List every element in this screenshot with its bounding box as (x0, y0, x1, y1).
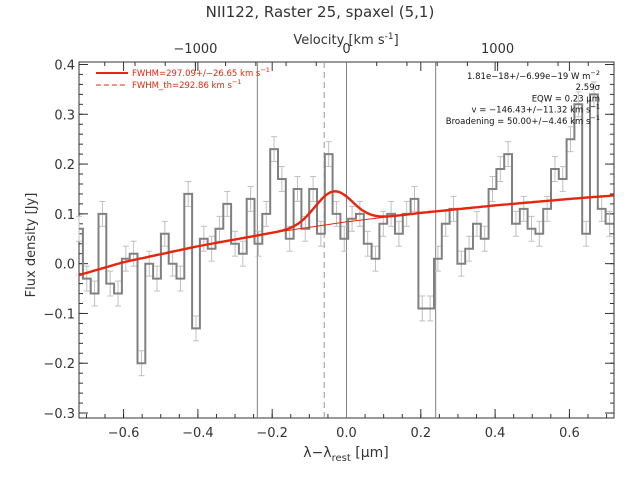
legend-sup: −1 (232, 78, 242, 86)
x-tick-label: 0.4 (485, 426, 506, 441)
annotation-text: 1.81e−18+/−6.99e−19 W m (467, 72, 590, 82)
top-axis-label-sup: -1 (385, 32, 394, 42)
y-tick-label: 0.4 (54, 58, 75, 73)
top-tick-label: −1000 (173, 42, 217, 57)
annotation: EQW = 0.23 μm (532, 94, 600, 104)
y-tick-label: 0.0 (54, 258, 75, 273)
annotation: 2.59σ (576, 83, 601, 93)
annotation-sup: −2 (590, 69, 600, 77)
y-axis-label: Flux density [Jy] (24, 193, 39, 298)
annotation: Broadening = 50.00+/−4.46 km s−1 (446, 114, 600, 127)
spectrum-histogram (79, 93, 614, 365)
x-tick-label: 0.2 (410, 426, 431, 441)
legend-text: FWHM_th=292.86 km s (132, 81, 232, 91)
top-tick-label: 0 (342, 42, 350, 57)
annotation: v = −146.43+/−11.32 km s−1 (472, 103, 601, 116)
x-axis-label-text: λ−λ (303, 445, 331, 461)
y-tick-label: 0.1 (54, 208, 75, 223)
x-tick-label: −0.2 (256, 426, 288, 441)
x-tick-label: −0.4 (182, 426, 214, 441)
top-tick-label: 1000 (481, 42, 514, 57)
x-tick-label: 0.0 (336, 426, 357, 441)
annotation-text: Broadening = 50.00+/−4.46 km s (446, 117, 591, 127)
annotation: 1.81e−18+/−6.99e−19 W m−2 (467, 69, 600, 82)
legend-entry: FWHM=297.09+/−26.65 km s−1 (132, 66, 270, 79)
x-axis-label: λ−λrest [μm] (303, 445, 388, 464)
top-axis-label-text: Velocity [km s (293, 33, 385, 48)
x-axis-label-unit: [μm] (351, 445, 389, 461)
x-axis-label-sub: rest (332, 453, 351, 464)
annotation-text: v = −146.43+/−11.32 km s (472, 106, 591, 116)
annotation-text: EQW = 0.23 μm (532, 94, 600, 104)
y-tick-label: 0.2 (54, 158, 75, 173)
y-tick-label: −0.3 (43, 407, 75, 422)
top-axis-label-end: ] (394, 33, 399, 48)
legend-sup: −1 (260, 66, 270, 74)
chart-title: NII122, Raster 25, spaxel (5,1) (206, 3, 435, 21)
gaussian-fit-line (78, 190, 615, 277)
annotation-sup: −1 (590, 103, 600, 111)
x-tick-label: −0.6 (108, 426, 140, 441)
y-tick-label: −0.2 (43, 357, 75, 372)
legend-text: FWHM=297.09+/−26.65 km s (132, 69, 261, 79)
legend-entry: FWHM_th=292.86 km s−1 (132, 78, 241, 91)
y-tick-label: −0.1 (43, 307, 75, 322)
annotation-sup: −1 (590, 114, 600, 122)
y-tick-label: 0.3 (54, 108, 75, 123)
x-tick-label: 0.6 (559, 426, 580, 441)
annotation-text: 2.59σ (576, 83, 601, 93)
top-axis-label: Velocity [km s-1] (293, 32, 398, 48)
